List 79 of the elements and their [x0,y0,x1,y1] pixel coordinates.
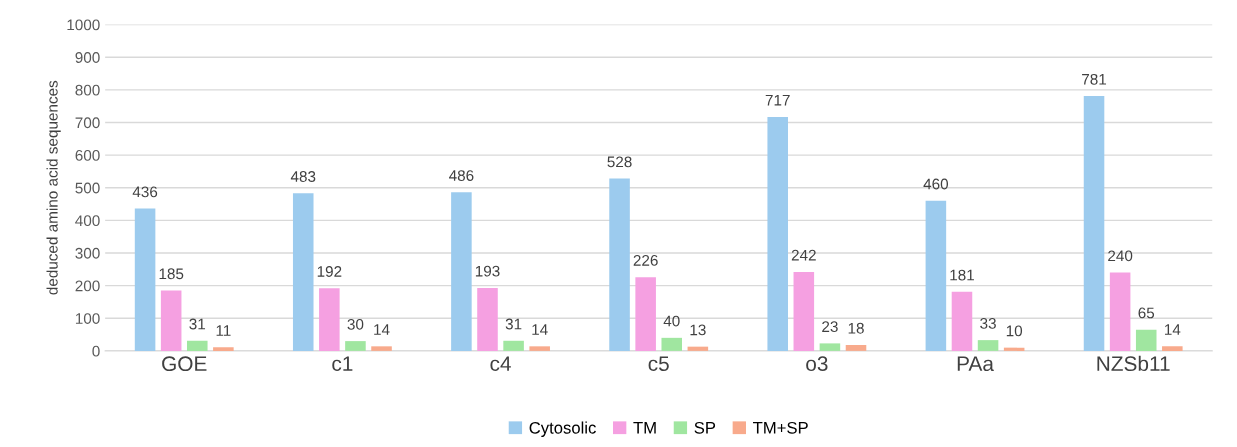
bar [134,208,156,351]
bar [1162,346,1183,351]
data-label: 31 [189,318,206,330]
data-label: 185 [159,268,184,280]
data-label: 193 [475,265,500,277]
data-label: 486 [449,170,474,181]
legend-label: Cytosolic [529,421,596,437]
y-tick-label: 700 [75,117,100,129]
data-label: 483 [290,171,316,182]
x-tick-label: c1 [332,356,353,372]
y-axis-title: deduced amino acid sequences [46,80,61,295]
data-label: 192 [317,266,342,277]
bar [1083,96,1105,351]
data-label: 240 [1108,250,1133,262]
bar [345,341,366,351]
bar [477,287,498,351]
y-tick-label: 600 [75,149,100,161]
data-label: 65 [1138,307,1155,319]
bar [767,116,788,351]
x-tick-label: PAa [957,356,994,372]
data-label: 23 [822,321,838,333]
data-label: 11 [216,325,231,336]
bar [977,340,999,351]
bar [925,200,947,351]
data-label: 18 [848,322,864,334]
bar [793,271,815,351]
data-label: 717 [765,94,790,106]
x-tick-label: NZSb11 [1097,355,1170,372]
bar [503,340,524,351]
legend-label: TM [633,422,656,434]
data-label: 781 [1082,73,1107,85]
x-tick-label: o3 [806,356,828,372]
data-label: 14 [1164,324,1181,335]
x-tick-label: c4 [490,356,511,372]
data-label: 31 [505,318,522,330]
bar [609,178,630,351]
bar [160,290,182,351]
data-label: 14 [532,324,548,335]
bar [1135,329,1157,351]
data-label: 181 [950,269,974,281]
data-label: 14 [374,324,390,335]
bar [845,345,867,351]
bar [1003,347,1025,351]
data-label: 460 [923,178,949,190]
legend-label: SP [694,421,716,434]
bar [687,346,709,351]
data-label: 30 [347,318,364,330]
bar [529,346,550,351]
bar [319,288,340,351]
bar [371,346,392,351]
bar [451,192,472,351]
bar [292,193,314,351]
bar [1109,272,1131,351]
bar [819,343,841,351]
bar [635,277,656,351]
data-label: 13 [690,324,706,336]
y-tick-label: 300 [75,247,100,259]
bar [951,291,973,351]
y-tick-label: 800 [75,84,100,96]
data-label: 40 [663,315,680,327]
data-label: 528 [607,156,632,168]
legend-label: TM+SP [753,421,808,434]
bar [661,337,683,351]
bar [186,340,208,351]
y-tick-label: 900 [75,52,100,63]
y-tick-label: 500 [75,182,100,194]
bar [213,347,234,351]
data-label: 436 [132,186,158,198]
y-tick-label: 0 [92,345,100,357]
y-tick-label: 1000 [67,19,100,31]
data-label: 10 [1006,325,1023,337]
data-label: 226 [633,254,658,266]
y-tick-label: 100 [75,313,100,324]
data-label: 242 [791,249,816,261]
data-label: 33 [980,317,996,329]
y-tick-label: 200 [75,280,100,292]
x-tick-label: c5 [648,356,669,372]
x-tick-label: GOE [162,356,207,372]
y-tick-label: 400 [75,215,100,227]
